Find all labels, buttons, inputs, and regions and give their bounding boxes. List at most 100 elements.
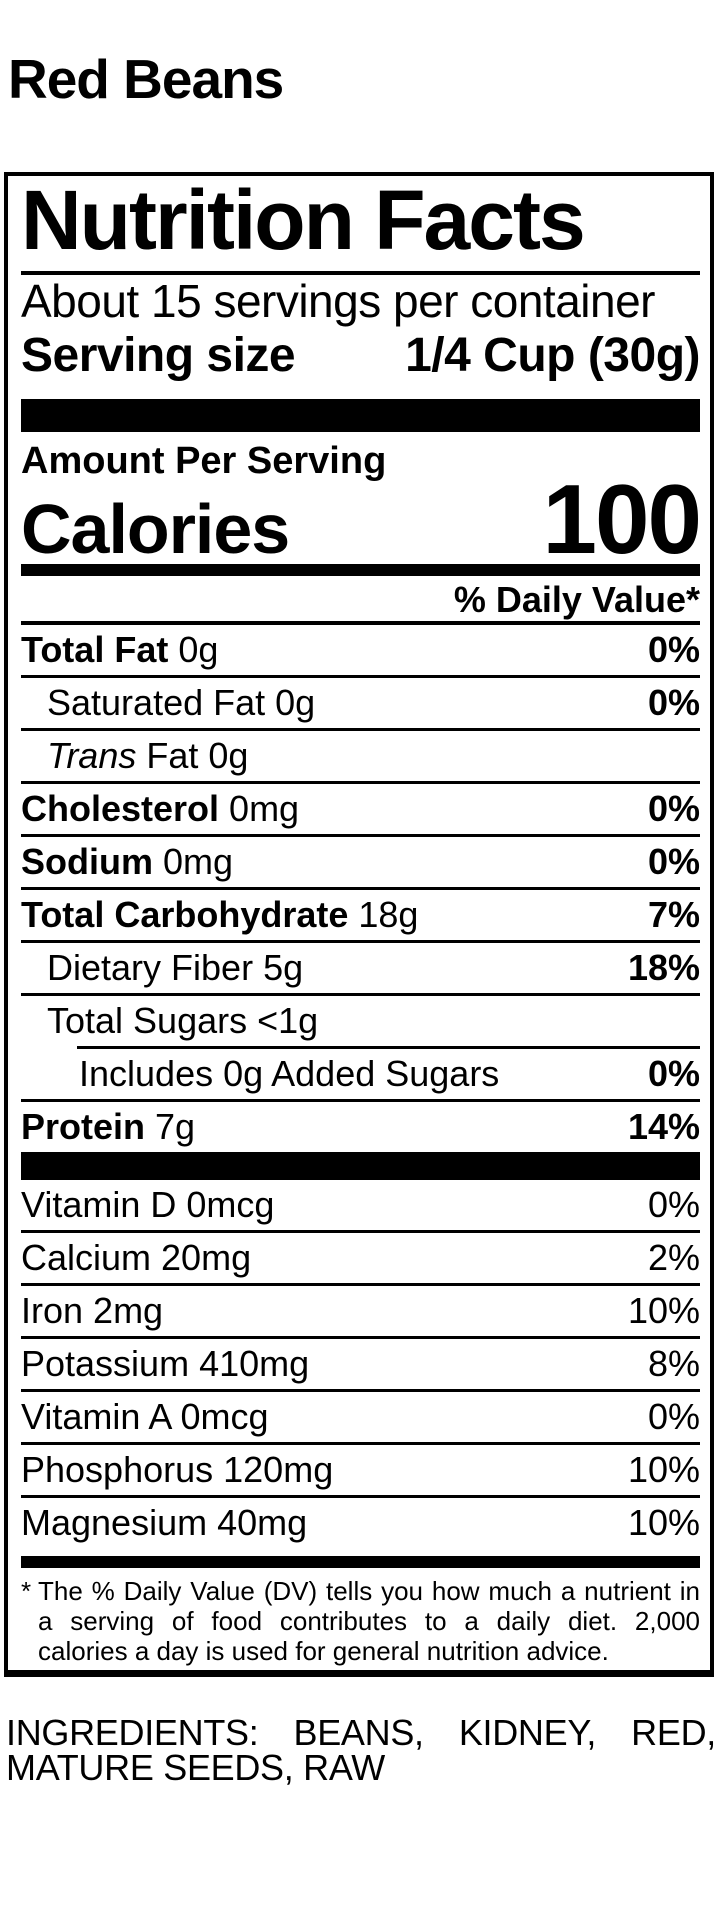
nutrient-daily-value: 0% [647, 841, 700, 883]
nutrient-row: Potassium 410mg 8% [21, 1339, 700, 1389]
nutrient-name-amount: Sodium 0mg [21, 841, 234, 883]
row-divider [21, 675, 700, 679]
row-divider [21, 887, 700, 891]
nutrient-daily-value: 0% [647, 682, 700, 724]
nutrient-name-amount: Vitamin D 0mcg [21, 1184, 275, 1226]
nutrient-name: Calcium [21, 1237, 152, 1279]
nutrient-row: Total Fat 0g 0% [21, 625, 700, 675]
nutrient-name-amount: Total Carbohydrate 18g [21, 894, 419, 936]
nutrient-name: Cholesterol [21, 788, 220, 830]
nutrient-name-amount: Iron 2mg [21, 1290, 164, 1332]
nutrient-name: Iron [21, 1290, 84, 1332]
row-divider [21, 1389, 700, 1393]
separator-bar-medium [21, 1556, 700, 1569]
row-divider [21, 834, 700, 838]
nutrient-row: Calcium 20mg 2% [21, 1233, 700, 1283]
nutrient-name: Magnesium [21, 1502, 208, 1544]
nutrient-name-amount: Magnesium 40mg [21, 1502, 308, 1544]
nutrient-daily-value: 2% [647, 1237, 700, 1279]
nutrient-row: Cholesterol 0mg 0% [21, 784, 700, 834]
nutrient-name-amount: Cholesterol 0mg [21, 788, 300, 830]
row-divider [21, 1442, 700, 1446]
nutrient-daily-value: 0% [647, 1184, 700, 1226]
nutrient-name-amount: Vitamin A 0mcg [21, 1396, 269, 1438]
nutrient-name-amount: Includes 0g Added Sugars [79, 1055, 499, 1093]
nutrient-daily-value: 0% [647, 1053, 700, 1095]
servings-per-container: About 15 servings per container [21, 275, 656, 328]
nutrient-daily-value: 7% [647, 894, 700, 936]
nutrient-name: Sodium [21, 841, 153, 883]
title-divider [21, 271, 700, 276]
nutrient-name: Trans [47, 735, 137, 777]
nutrient-row: Saturated Fat 0g 0% [21, 678, 700, 728]
nutrient-row: Trans Fat 0g [21, 731, 700, 781]
daily-value-header: % Daily Value* [453, 579, 700, 621]
nutrient-daily-value: 0% [647, 1396, 700, 1438]
row-divider [21, 781, 700, 785]
row-divider [21, 993, 700, 997]
nutrient-name-amount: Saturated Fat 0g [47, 682, 316, 724]
serving-size-value: 1/4 Cup (30g) [405, 329, 700, 383]
nutrition-facts-label: Nutrition Facts About 15 servings per co… [4, 172, 714, 1678]
nutrient-name-amount: Protein 7g [21, 1106, 196, 1148]
nutrient-row: Vitamin D 0mcg 0% [21, 1180, 700, 1230]
nutrient-name: Potassium [21, 1343, 190, 1385]
nutrient-rows: Total Fat 0g 0% Saturated Fat 0g 0% Trans Fa… [21, 625, 700, 1152]
row-divider [21, 1495, 700, 1499]
nutrient-row: Iron 2mg 10% [21, 1286, 700, 1336]
nutrient-name: Phosphorus [21, 1449, 214, 1491]
nutrient-row: Phosphorus 120mg 10% [21, 1445, 700, 1495]
nutrient-name-amount: Total Sugars <1g [47, 1000, 319, 1042]
row-divider [21, 940, 700, 944]
nutrient-row: Vitamin A 0mcg 0% [21, 1392, 700, 1442]
nutrient-daily-value: 14% [627, 1106, 700, 1148]
nutrient-daily-value: 8% [647, 1343, 700, 1385]
nutrient-name-amount: Phosphorus 120mg [21, 1449, 334, 1491]
nutrient-daily-value: 0% [647, 788, 700, 830]
amount-per-serving: Amount Per Serving [21, 440, 387, 483]
nutrient-name: Includes 0g Added Sugars [79, 1053, 500, 1095]
row-divider [77, 1046, 700, 1050]
nutrient-daily-value: 0% [647, 629, 700, 671]
row-divider [21, 1283, 700, 1287]
nutrient-name: Total Sugars [47, 1000, 248, 1042]
footnote: * The % Daily Value (DV) tells you how m… [21, 1576, 700, 1666]
row-divider [21, 1099, 700, 1103]
separator-bar-thick [21, 1152, 700, 1181]
nutrient-row: Protein 7g 14% [21, 1102, 700, 1152]
nutrient-name: Vitamin A [21, 1396, 171, 1438]
nutrient-row: Dietary Fiber 5g 18% [21, 943, 700, 993]
calories-value: 100 [542, 464, 702, 575]
row-divider [21, 1230, 700, 1234]
nutrient-daily-value: 18% [627, 947, 700, 989]
row-divider [21, 728, 700, 732]
nutrient-name: Saturated Fat [47, 682, 266, 724]
nutrient-daily-value: 10% [627, 1502, 700, 1544]
nutrient-row: Includes 0g Added Sugars 0% [21, 1049, 700, 1099]
footnote-asterisk: * [21, 1576, 32, 1607]
nutrient-name-amount: Potassium 410mg [21, 1343, 310, 1385]
row-divider [21, 1336, 700, 1340]
serving-size-label: Serving size [21, 329, 296, 383]
calories-row: Calories 100 [21, 464, 702, 575]
nutrient-name: Dietary Fiber [47, 947, 254, 989]
nutrient-name-amount: Total Fat 0g [21, 629, 219, 671]
label-title: Nutrition Facts [21, 173, 586, 267]
serving-size-row: Serving size 1/4 Cup (30g) [21, 328, 700, 383]
nutrient-name: Total Fat [21, 629, 169, 671]
nutrient-name-amount: Dietary Fiber 5g [47, 947, 304, 989]
separator-bar-thick [21, 399, 700, 433]
nutrient-name-amount: Calcium 20mg [21, 1237, 252, 1279]
product-title: Red Beans [8, 48, 284, 110]
nutrient-name-amount: Trans Fat 0g [47, 735, 249, 777]
ingredients: INGREDIENTS: BEANS, KIDNEY, RED, MATURE … [6, 1712, 716, 1789]
nutrient-name: Protein [21, 1106, 146, 1148]
nutrient-row: Total Carbohydrate 18g 7% [21, 890, 700, 940]
footnote-text: The % Daily Value (DV) tells you how muc… [38, 1576, 700, 1667]
nutrient-daily-value: 10% [627, 1290, 700, 1332]
nutrient-row: Sodium 0mg 0% [21, 837, 700, 887]
separator-bar-medium [21, 564, 700, 577]
micronutrient-rows: Vitamin D 0mcg 0% Calcium 20mg 2% Iron 2mg 10… [21, 1180, 700, 1548]
nutrient-row: Magnesium 40mg 10% [21, 1498, 700, 1548]
nutrient-daily-value: 10% [627, 1449, 700, 1491]
